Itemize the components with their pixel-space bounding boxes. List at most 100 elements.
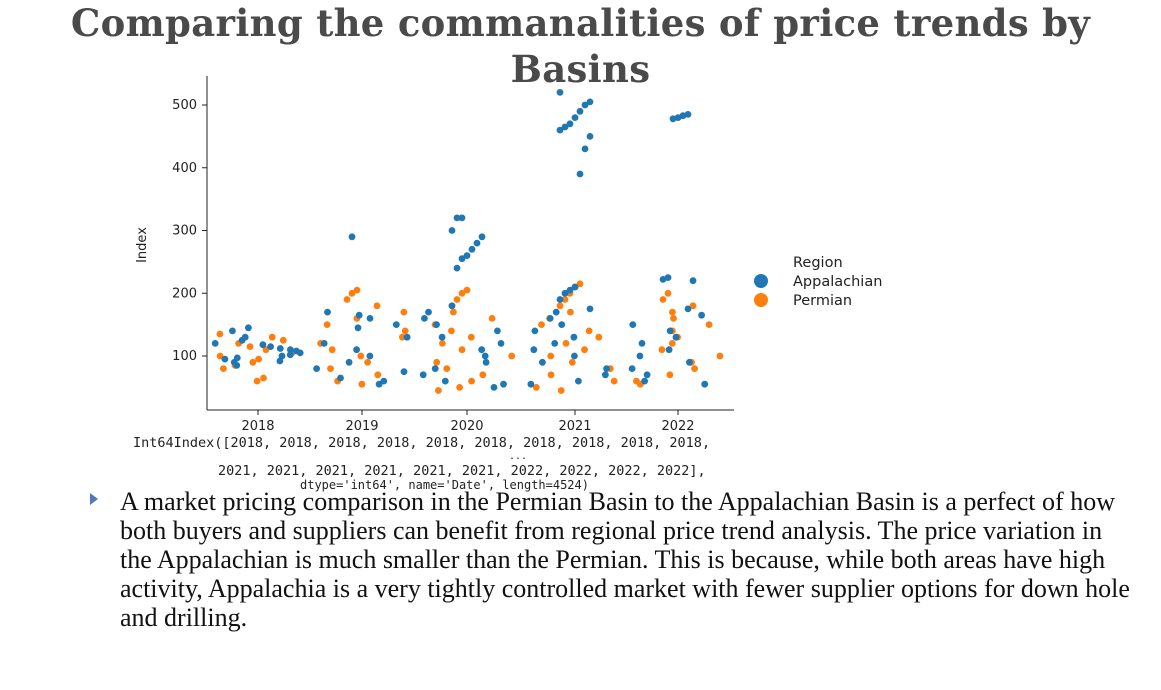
data-point-appalachian bbox=[672, 333, 680, 341]
data-point-appalachian bbox=[211, 340, 219, 347]
data-point-permian bbox=[399, 333, 406, 341]
data-point-permian bbox=[364, 358, 371, 366]
data-point-appalachian bbox=[482, 358, 490, 366]
data-point-permian bbox=[216, 352, 224, 360]
data-point-permian bbox=[547, 352, 555, 360]
data-point-appalachian bbox=[641, 377, 648, 385]
data-point-appalachian bbox=[586, 305, 594, 313]
data-point-permian bbox=[668, 340, 676, 347]
data-point-appalachian bbox=[490, 384, 498, 391]
data-point-permian bbox=[358, 380, 366, 388]
data-point-permian bbox=[373, 302, 381, 310]
data-point-permian bbox=[595, 333, 603, 341]
data-point-appalachian bbox=[478, 346, 486, 354]
data-point-appalachian bbox=[684, 111, 692, 118]
data-point-appalachian bbox=[494, 327, 501, 335]
data-point-appalachian bbox=[556, 89, 564, 96]
data-point-permian bbox=[547, 371, 555, 379]
data-point-appalachian bbox=[425, 308, 432, 316]
data-point-appalachian bbox=[267, 343, 274, 350]
data-point-permian bbox=[479, 371, 487, 379]
data-point-appalachian bbox=[689, 277, 697, 285]
legend-entry-appalachian: Appalachian bbox=[793, 274, 882, 290]
data-point-appalachian bbox=[556, 296, 564, 303]
data-point-appalachian bbox=[355, 311, 363, 319]
y-tick-label: 100 bbox=[172, 349, 197, 364]
data-point-permian bbox=[246, 343, 254, 350]
data-point-permian bbox=[576, 280, 584, 288]
data-point-appalachian bbox=[463, 252, 471, 259]
data-point-appalachian bbox=[453, 214, 461, 222]
x-tick-label: 2020 bbox=[450, 419, 483, 434]
data-point-appalachian bbox=[539, 358, 546, 366]
data-point-permian bbox=[401, 327, 409, 335]
slide-title: Comparing the commanalities of price tre… bbox=[70, 1, 1091, 91]
data-point-permian bbox=[691, 365, 698, 372]
data-point-appalachian bbox=[473, 239, 481, 247]
data-point-permian bbox=[458, 289, 466, 297]
data-point-appalachian bbox=[403, 333, 411, 341]
data-point-appalachian bbox=[570, 333, 578, 341]
data-point-appalachian bbox=[556, 126, 564, 134]
data-point-permian bbox=[268, 333, 276, 341]
data-point-appalachian bbox=[558, 321, 566, 328]
data-point-appalachian bbox=[666, 327, 674, 335]
data-point-permian bbox=[561, 296, 569, 303]
data-point-appalachian bbox=[287, 346, 294, 354]
data-point-permian bbox=[585, 327, 593, 335]
data-point-appalachian bbox=[448, 302, 456, 310]
data-point-permian bbox=[705, 321, 713, 328]
data-point-appalachian bbox=[345, 358, 353, 366]
data-point-permian bbox=[716, 352, 724, 360]
data-point-appalachian bbox=[664, 274, 672, 281]
legend-entry-permian: Permian bbox=[793, 293, 852, 309]
data-point-appalachian bbox=[684, 305, 692, 313]
data-point-appalachian bbox=[551, 340, 559, 347]
data-point-permian bbox=[468, 377, 475, 385]
data-point-permian bbox=[400, 308, 408, 316]
data-point-permian bbox=[439, 340, 446, 347]
data-point-permian bbox=[467, 333, 475, 341]
data-point-appalachian bbox=[575, 377, 582, 385]
data-point-appalachian bbox=[586, 133, 594, 140]
data-point-appalachian bbox=[698, 311, 705, 319]
data-point-appalachian bbox=[278, 352, 286, 360]
data-point-permian bbox=[689, 302, 697, 310]
data-point-permian bbox=[557, 387, 565, 394]
data-point-permian bbox=[538, 321, 545, 328]
x-tick-label: 2022 bbox=[661, 419, 694, 434]
data-point-appalachian bbox=[527, 380, 535, 388]
data-point-permian bbox=[348, 289, 356, 297]
data-point-appalachian bbox=[546, 315, 554, 322]
console-line-3: 2021, 2021, 2021, 2021, 2021, 2021, 2022… bbox=[218, 463, 706, 479]
data-point-permian bbox=[327, 365, 334, 372]
y-tick-label: 500 bbox=[172, 98, 197, 113]
data-point-permian bbox=[216, 330, 224, 338]
data-point-appalachian bbox=[293, 347, 300, 355]
y-tick-label: 200 bbox=[172, 286, 197, 301]
data-point-appalachian bbox=[636, 352, 644, 360]
data-point-permian bbox=[433, 358, 441, 366]
y-tick-label: 400 bbox=[172, 161, 197, 176]
x-tick-label: 2021 bbox=[558, 419, 591, 434]
data-point-appalachian bbox=[561, 289, 569, 297]
x-tick-label: 2019 bbox=[345, 419, 378, 434]
data-point-appalachian bbox=[221, 355, 229, 363]
data-point-permian bbox=[610, 377, 618, 385]
data-point-permian bbox=[253, 377, 261, 385]
data-point-appalachian bbox=[421, 315, 428, 322]
data-point-appalachian bbox=[665, 346, 673, 354]
data-point-permian bbox=[353, 286, 361, 294]
data-point-permian bbox=[374, 371, 382, 379]
data-point-appalachian bbox=[348, 233, 356, 241]
data-point-permian bbox=[450, 308, 457, 316]
data-point-permian bbox=[633, 377, 640, 385]
data-point-appalachian bbox=[286, 351, 294, 359]
data-point-appalachian bbox=[497, 340, 505, 347]
data-point-appalachian bbox=[566, 286, 574, 294]
data-point-appalachian bbox=[448, 227, 456, 234]
legend-marker-permian bbox=[754, 293, 768, 307]
console-line-ellipsis: ... bbox=[509, 451, 528, 462]
data-point-appalachian bbox=[530, 346, 538, 354]
data-point-appalachian bbox=[566, 120, 574, 128]
